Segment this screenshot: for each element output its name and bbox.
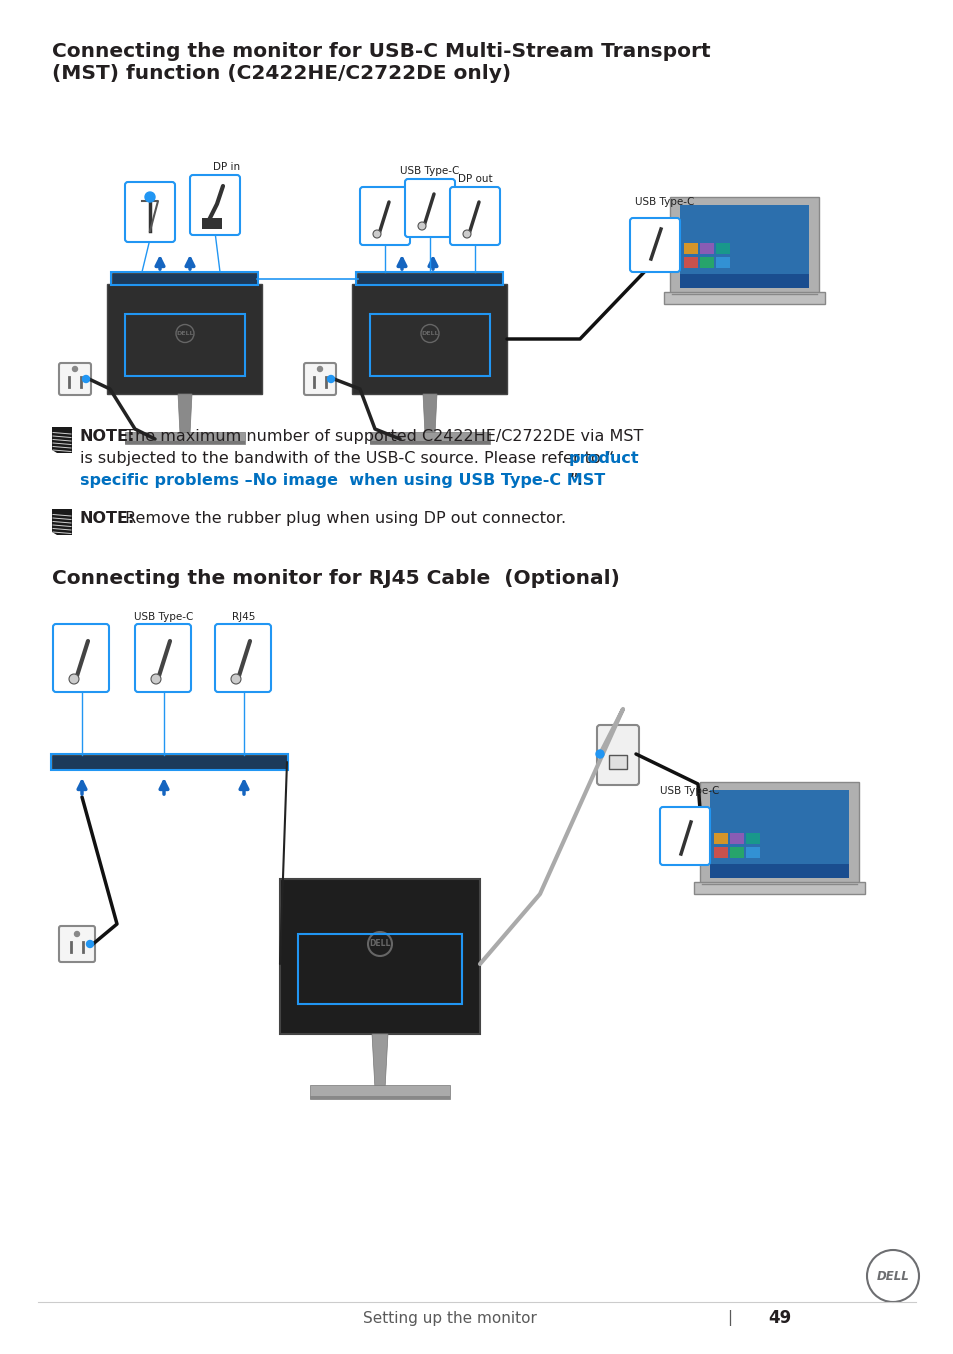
Circle shape — [231, 674, 241, 684]
FancyBboxPatch shape — [125, 441, 245, 444]
FancyBboxPatch shape — [59, 926, 95, 961]
Polygon shape — [178, 394, 192, 435]
FancyBboxPatch shape — [679, 274, 809, 288]
Text: |: | — [727, 1311, 732, 1326]
FancyBboxPatch shape — [190, 175, 240, 236]
Text: Remove the rubber plug when using DP out connector.: Remove the rubber plug when using DP out… — [120, 510, 565, 525]
FancyBboxPatch shape — [700, 257, 714, 268]
FancyBboxPatch shape — [125, 432, 245, 444]
Polygon shape — [372, 1034, 388, 1089]
Circle shape — [145, 192, 154, 202]
FancyBboxPatch shape — [450, 187, 499, 245]
Text: specific problems –No image  when using USB Type-C MST: specific problems –No image when using U… — [80, 473, 604, 487]
FancyBboxPatch shape — [370, 441, 490, 444]
Text: Connecting the monitor for USB-C Multi-Stream Transport: Connecting the monitor for USB-C Multi-S… — [52, 42, 710, 61]
Text: is subjected to the bandwith of the USB-C source. Please refer to “: is subjected to the bandwith of the USB-… — [80, 451, 614, 466]
Text: USB Type-C: USB Type-C — [635, 196, 694, 207]
Text: RJ45: RJ45 — [233, 612, 255, 621]
Text: DELL: DELL — [421, 330, 438, 336]
FancyBboxPatch shape — [710, 864, 848, 877]
Text: USB Type-C: USB Type-C — [400, 167, 459, 176]
FancyBboxPatch shape — [52, 509, 71, 535]
Text: ”.: ”. — [569, 473, 583, 487]
Circle shape — [87, 941, 93, 948]
FancyBboxPatch shape — [670, 196, 819, 297]
Circle shape — [82, 375, 90, 382]
Text: DELL: DELL — [176, 330, 193, 336]
FancyBboxPatch shape — [597, 724, 639, 785]
FancyBboxPatch shape — [714, 848, 728, 858]
FancyBboxPatch shape — [214, 624, 271, 692]
FancyBboxPatch shape — [745, 833, 760, 844]
FancyBboxPatch shape — [684, 242, 698, 255]
Text: The maximum number of supported C2422HE/C2722DE via MST: The maximum number of supported C2422HE/… — [120, 429, 642, 444]
Circle shape — [74, 932, 79, 937]
Text: Connecting the monitor for RJ45 Cable  (Optional): Connecting the monitor for RJ45 Cable (O… — [52, 569, 619, 588]
Polygon shape — [52, 450, 57, 454]
Circle shape — [151, 674, 161, 684]
FancyBboxPatch shape — [608, 756, 626, 769]
FancyBboxPatch shape — [405, 179, 455, 237]
Circle shape — [373, 230, 380, 238]
Text: USB Type-C: USB Type-C — [659, 787, 719, 796]
Text: (MST) function (C2422HE/C2722DE only): (MST) function (C2422HE/C2722DE only) — [52, 64, 511, 83]
FancyBboxPatch shape — [52, 427, 71, 454]
FancyBboxPatch shape — [716, 242, 730, 255]
FancyBboxPatch shape — [135, 624, 191, 692]
Text: Setting up the monitor: Setting up the monitor — [363, 1311, 537, 1326]
Text: DP out: DP out — [457, 175, 492, 184]
FancyBboxPatch shape — [684, 257, 698, 268]
FancyBboxPatch shape — [659, 807, 709, 865]
FancyBboxPatch shape — [310, 1095, 450, 1099]
FancyBboxPatch shape — [108, 284, 262, 394]
Polygon shape — [422, 394, 436, 435]
Text: DELL: DELL — [369, 940, 391, 949]
FancyBboxPatch shape — [52, 756, 287, 769]
FancyBboxPatch shape — [202, 218, 222, 229]
FancyBboxPatch shape — [710, 789, 848, 877]
FancyBboxPatch shape — [125, 181, 174, 242]
FancyBboxPatch shape — [730, 848, 743, 858]
FancyBboxPatch shape — [53, 624, 109, 692]
Circle shape — [69, 674, 79, 684]
FancyBboxPatch shape — [716, 257, 730, 268]
FancyBboxPatch shape — [694, 881, 864, 894]
Text: DP in: DP in — [213, 162, 240, 172]
FancyBboxPatch shape — [730, 833, 743, 844]
Circle shape — [317, 367, 322, 371]
FancyBboxPatch shape — [280, 879, 479, 1034]
FancyBboxPatch shape — [357, 274, 502, 284]
Text: 49: 49 — [767, 1309, 791, 1327]
Circle shape — [417, 222, 426, 230]
Polygon shape — [52, 532, 57, 535]
FancyBboxPatch shape — [664, 292, 824, 305]
FancyBboxPatch shape — [679, 204, 809, 288]
FancyBboxPatch shape — [310, 1085, 450, 1099]
FancyBboxPatch shape — [714, 833, 728, 844]
FancyBboxPatch shape — [370, 432, 490, 444]
FancyBboxPatch shape — [700, 242, 714, 255]
FancyBboxPatch shape — [629, 218, 679, 272]
Circle shape — [596, 750, 603, 758]
FancyBboxPatch shape — [112, 274, 257, 284]
Text: NOTE:: NOTE: — [80, 510, 135, 525]
FancyBboxPatch shape — [359, 187, 410, 245]
FancyBboxPatch shape — [352, 284, 507, 394]
FancyBboxPatch shape — [59, 363, 91, 395]
Text: USB Type-C: USB Type-C — [134, 612, 193, 621]
Circle shape — [327, 375, 335, 382]
Text: NOTE:: NOTE: — [80, 429, 135, 444]
Text: product: product — [568, 451, 639, 466]
FancyBboxPatch shape — [304, 363, 335, 395]
FancyBboxPatch shape — [700, 783, 859, 886]
FancyBboxPatch shape — [745, 848, 760, 858]
Circle shape — [462, 230, 471, 238]
Circle shape — [72, 367, 77, 371]
Text: DELL: DELL — [876, 1270, 908, 1282]
